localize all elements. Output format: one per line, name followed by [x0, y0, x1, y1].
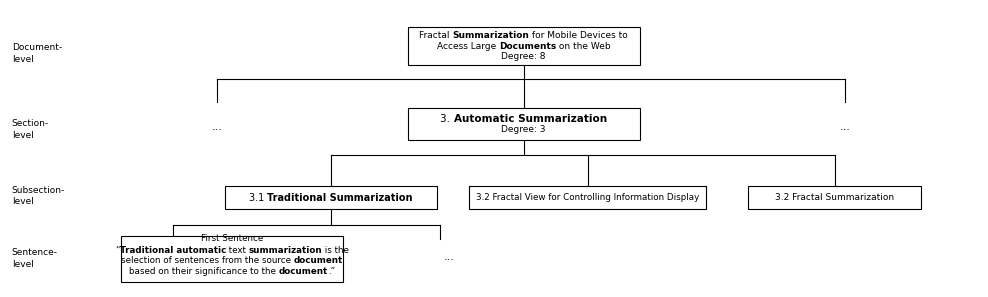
Bar [225, 186, 437, 209]
Text: Document-
level: Document- level [12, 43, 62, 64]
Text: document: document [293, 256, 343, 266]
Text: 3.2 Fractal View for Controlling Information Display: 3.2 Fractal View for Controlling Informa… [476, 193, 700, 202]
Text: ...: ... [444, 252, 455, 262]
Text: .”: .” [328, 267, 335, 276]
Text: Subsection-
level: Subsection- level [12, 186, 65, 206]
Bar [407, 27, 639, 65]
Text: on the Web: on the Web [556, 42, 611, 50]
Text: document: document [279, 267, 328, 276]
Text: summarization: summarization [249, 246, 322, 255]
Text: Traditional automatic: Traditional automatic [120, 246, 226, 255]
Text: selection of sentences from the source: selection of sentences from the source [122, 256, 293, 266]
Text: for Mobile Devices to: for Mobile Devices to [530, 31, 628, 40]
Text: Sentence-
level: Sentence- level [12, 248, 58, 269]
Text: 3.2 Fractal Summarization: 3.2 Fractal Summarization [776, 193, 894, 202]
Bar [469, 186, 706, 209]
Text: Section-
level: Section- level [12, 119, 49, 140]
Bar [121, 236, 344, 282]
Text: based on their significance to the: based on their significance to the [129, 267, 279, 276]
Text: 3.1: 3.1 [249, 192, 268, 203]
Text: is the: is the [322, 246, 349, 255]
Bar [407, 108, 639, 140]
Text: “: “ [116, 246, 120, 255]
Text: Documents: Documents [499, 42, 556, 50]
Text: Traditional Summarization: Traditional Summarization [268, 192, 413, 203]
Text: text: text [226, 246, 249, 255]
Text: Automatic Summarization: Automatic Summarization [453, 113, 607, 124]
Text: First Sentence: First Sentence [201, 234, 264, 243]
Text: ...: ... [211, 122, 223, 132]
Text: Access Large: Access Large [437, 42, 499, 50]
Text: Fractal: Fractal [419, 31, 453, 40]
Bar [749, 186, 921, 209]
Text: Summarization: Summarization [453, 31, 530, 40]
Text: 3.: 3. [441, 113, 453, 124]
Text: Degree: 8: Degree: 8 [501, 52, 546, 61]
Text: Degree: 3: Degree: 3 [501, 125, 546, 134]
Text: ...: ... [839, 122, 851, 132]
